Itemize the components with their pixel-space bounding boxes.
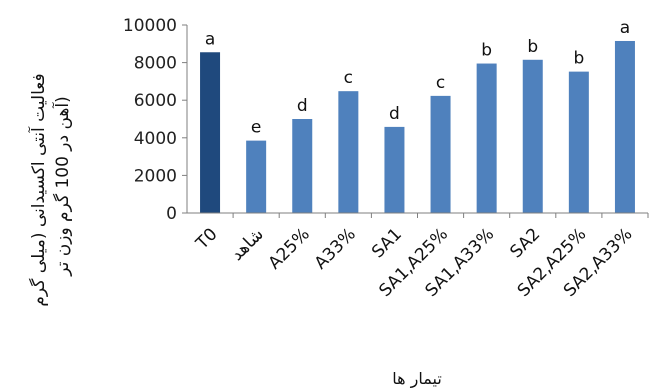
y-tick-label: 8000 [134, 54, 177, 74]
y-tick-label: 4000 [134, 129, 177, 149]
significance-letter: a [205, 29, 215, 49]
y-axis-label-line2: آهن در 100 گرم وزن تر) [51, 96, 73, 277]
y-axis-title: فعالیت آنتی اکسیدانی (میلی گرم آهن در 10… [27, 73, 73, 306]
bar [338, 91, 359, 213]
bar [246, 140, 267, 213]
y-axis-ticks: 0 2000 4000 6000 8000 10000 [123, 16, 187, 224]
significance-letter: b [527, 37, 538, 57]
x-category-label: A33% [311, 224, 360, 273]
bar [292, 119, 313, 213]
bar [200, 52, 221, 214]
x-category-label: A25% [265, 224, 314, 273]
y-tick-label: 10000 [123, 16, 177, 36]
significance-letter: e [251, 118, 261, 138]
significance-letters: a e d c d c b b b a [205, 18, 630, 138]
y-tick-label: 0 [166, 204, 177, 224]
significance-letter: a [620, 18, 630, 38]
y-axis-label-line1: فعالیت آنتی اکسیدانی (میلی گرم [27, 73, 49, 306]
x-axis-title: تیمار ها [392, 369, 442, 389]
significance-letter: d [389, 104, 400, 124]
bar [476, 63, 497, 213]
significance-letter: d [297, 96, 308, 116]
bar [522, 59, 543, 213]
x-category-label: شاهد [227, 224, 268, 265]
bars [200, 40, 635, 214]
x-category-label: SA2 [506, 224, 544, 262]
bar [384, 126, 405, 213]
x-category-label: SA1 [368, 224, 406, 262]
significance-letter: c [344, 68, 353, 88]
y-tick-label: 6000 [134, 91, 177, 111]
y-tick-label: 2000 [134, 166, 177, 186]
bar [430, 95, 451, 213]
significance-letter: b [481, 41, 492, 61]
significance-letter: c [436, 73, 445, 93]
bar [568, 71, 589, 214]
bar [614, 40, 635, 214]
x-category-label: T0 [192, 224, 222, 254]
significance-letter: b [573, 49, 584, 69]
